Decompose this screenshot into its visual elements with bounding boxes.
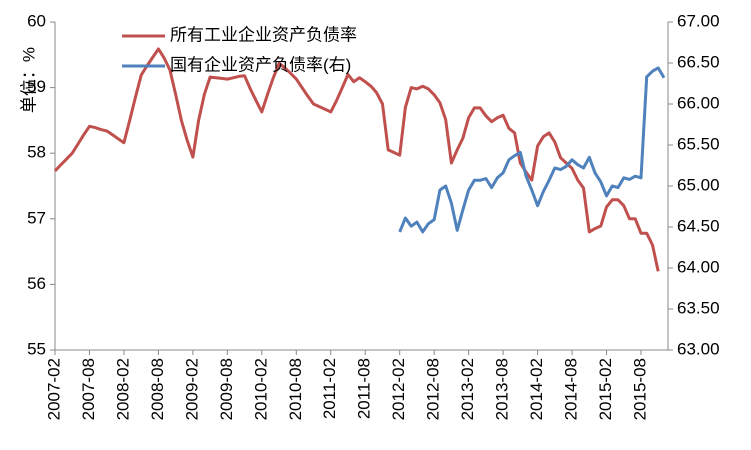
y2-tick-label: 65.00: [677, 175, 720, 194]
series-line: [53, 47, 660, 272]
y2-tick-label: 66.00: [677, 93, 720, 112]
x-tick-label: 2007-02: [44, 358, 63, 420]
y-tick-label: 56: [27, 274, 46, 293]
x-tick-label: 2010-08: [286, 358, 305, 420]
x-tick-label: 2015-08: [630, 358, 649, 420]
x-tick-label: 2014-02: [527, 358, 546, 420]
series-line: [398, 66, 666, 234]
x-tick-label: 2009-02: [182, 358, 201, 420]
y2-tick-label: 66.50: [677, 52, 720, 71]
x-tick-label: 2008-02: [113, 358, 132, 420]
y-axis-label: 单位：%: [19, 47, 38, 113]
x-tick-label: 2010-02: [251, 358, 270, 420]
x-tick-label: 2015-02: [596, 358, 615, 420]
x-tick-label: 2013-08: [493, 358, 512, 420]
x-tick-label: 2011-02: [320, 358, 339, 419]
y2-tick-label: 63.50: [677, 298, 720, 317]
legend-label: 国有企业资产负债率(右): [170, 55, 351, 74]
x-tick-label: 2014-08: [562, 358, 581, 420]
y2-tick-label: 65.50: [677, 134, 720, 153]
x-tick-label: 2012-02: [389, 358, 408, 420]
x-tick-label: 2012-08: [424, 358, 443, 420]
y2-tick-label: 63.00: [677, 339, 720, 358]
x-tick-label: 2013-02: [458, 358, 477, 420]
y2-tick-label: 67.00: [677, 11, 720, 30]
y-tick-label: 57: [27, 208, 46, 227]
y2-tick-label: 64.00: [677, 257, 720, 276]
y-tick-label: 55: [27, 339, 46, 358]
x-tick-label: 2009-08: [217, 358, 236, 420]
y-tick-label: 60: [27, 11, 46, 30]
y2-tick-label: 64.50: [677, 216, 720, 235]
legend-label: 所有工业企业资产负债率: [170, 25, 357, 44]
y-tick-label: 59: [27, 77, 46, 96]
y-tick-label: 58: [27, 143, 46, 162]
x-tick-label: 2008-08: [148, 358, 167, 420]
x-tick-label: 2011-08: [355, 358, 374, 419]
x-tick-label: 2007-08: [79, 358, 98, 420]
